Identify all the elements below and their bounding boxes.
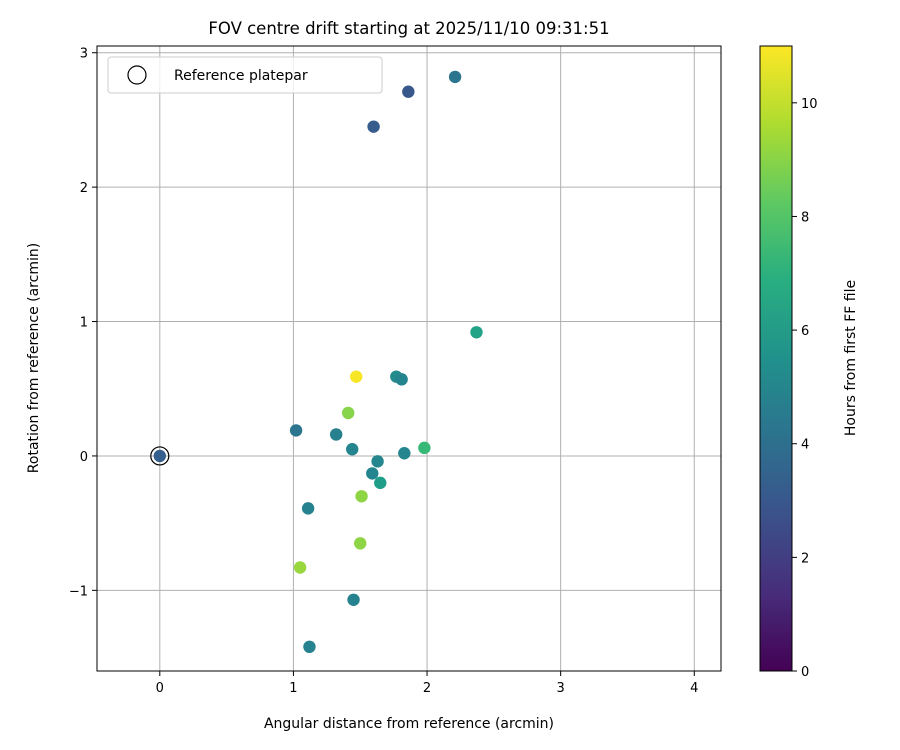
data-point: [367, 120, 380, 133]
x-axis-label: Angular distance from reference (arcmin): [264, 716, 554, 732]
data-point: [355, 490, 368, 503]
data-point: [470, 326, 483, 339]
data-point: [329, 428, 343, 441]
colorbar-tick-label: 8: [801, 210, 809, 225]
data-point: [289, 424, 303, 437]
data-point: [398, 447, 411, 460]
data-point: [301, 502, 315, 515]
colorbar-ticks: 0 2 4 6 8 10: [792, 97, 818, 680]
grid-lines: [97, 46, 721, 671]
data-point: [342, 406, 355, 420]
colorbar-tick-label: 10: [801, 97, 818, 112]
data-point: [303, 640, 316, 654]
legend-entry-label: Reference platepar: [174, 68, 308, 84]
reference-platepar-marker: [150, 446, 170, 466]
y-axis-ticks: −1 0 1 2 3: [69, 47, 97, 599]
data-point: [395, 373, 408, 386]
x-tick-label: 3: [557, 681, 565, 696]
legend-box: [107, 56, 383, 94]
x-tick-label: 2: [423, 681, 431, 696]
x-tick-label: 1: [289, 681, 297, 696]
y-tick-label: 3: [80, 47, 88, 62]
data-point: [293, 561, 307, 574]
colorbar-tick-label: 6: [801, 324, 809, 339]
x-tick-label: 0: [156, 681, 164, 696]
data-point: [374, 476, 387, 490]
colorbar-gradient: [759, 45, 793, 672]
colorbar-tick-label: 2: [801, 551, 809, 566]
legend-marker-open-circle: [127, 65, 147, 85]
data-point: [346, 443, 359, 456]
x-tick-label: 4: [690, 681, 698, 696]
x-axis-ticks: 0 1 2 3 4: [156, 671, 698, 696]
y-tick-label: 2: [80, 181, 88, 196]
data-point: [402, 85, 415, 98]
data-point: [350, 370, 363, 383]
y-axis-label: Rotation from reference (arcmin): [26, 243, 42, 473]
data-point: [371, 455, 384, 468]
data-point: [448, 70, 462, 84]
plot-frame: [96, 45, 722, 672]
chart-title: FOV centre drift starting at 2025/11/10 …: [208, 19, 609, 38]
colorbar-label: Hours from first FF file: [843, 280, 859, 436]
y-tick-label: 1: [80, 316, 88, 331]
data-point: [347, 593, 360, 606]
legend: Reference platepar: [107, 56, 383, 94]
data-point: [354, 537, 367, 550]
colorbar: 0 2 4 6 8 10 Hours from first FF file: [759, 45, 859, 680]
reference-data-point: [153, 449, 167, 463]
data-points-layer: [150, 70, 483, 654]
data-point: [366, 467, 379, 480]
y-tick-label: 0: [80, 450, 88, 465]
y-tick-label: −1: [69, 584, 88, 599]
data-point: [418, 441, 431, 455]
colorbar-tick-label: 0: [801, 665, 809, 680]
colorbar-tick-label: 4: [801, 438, 809, 453]
